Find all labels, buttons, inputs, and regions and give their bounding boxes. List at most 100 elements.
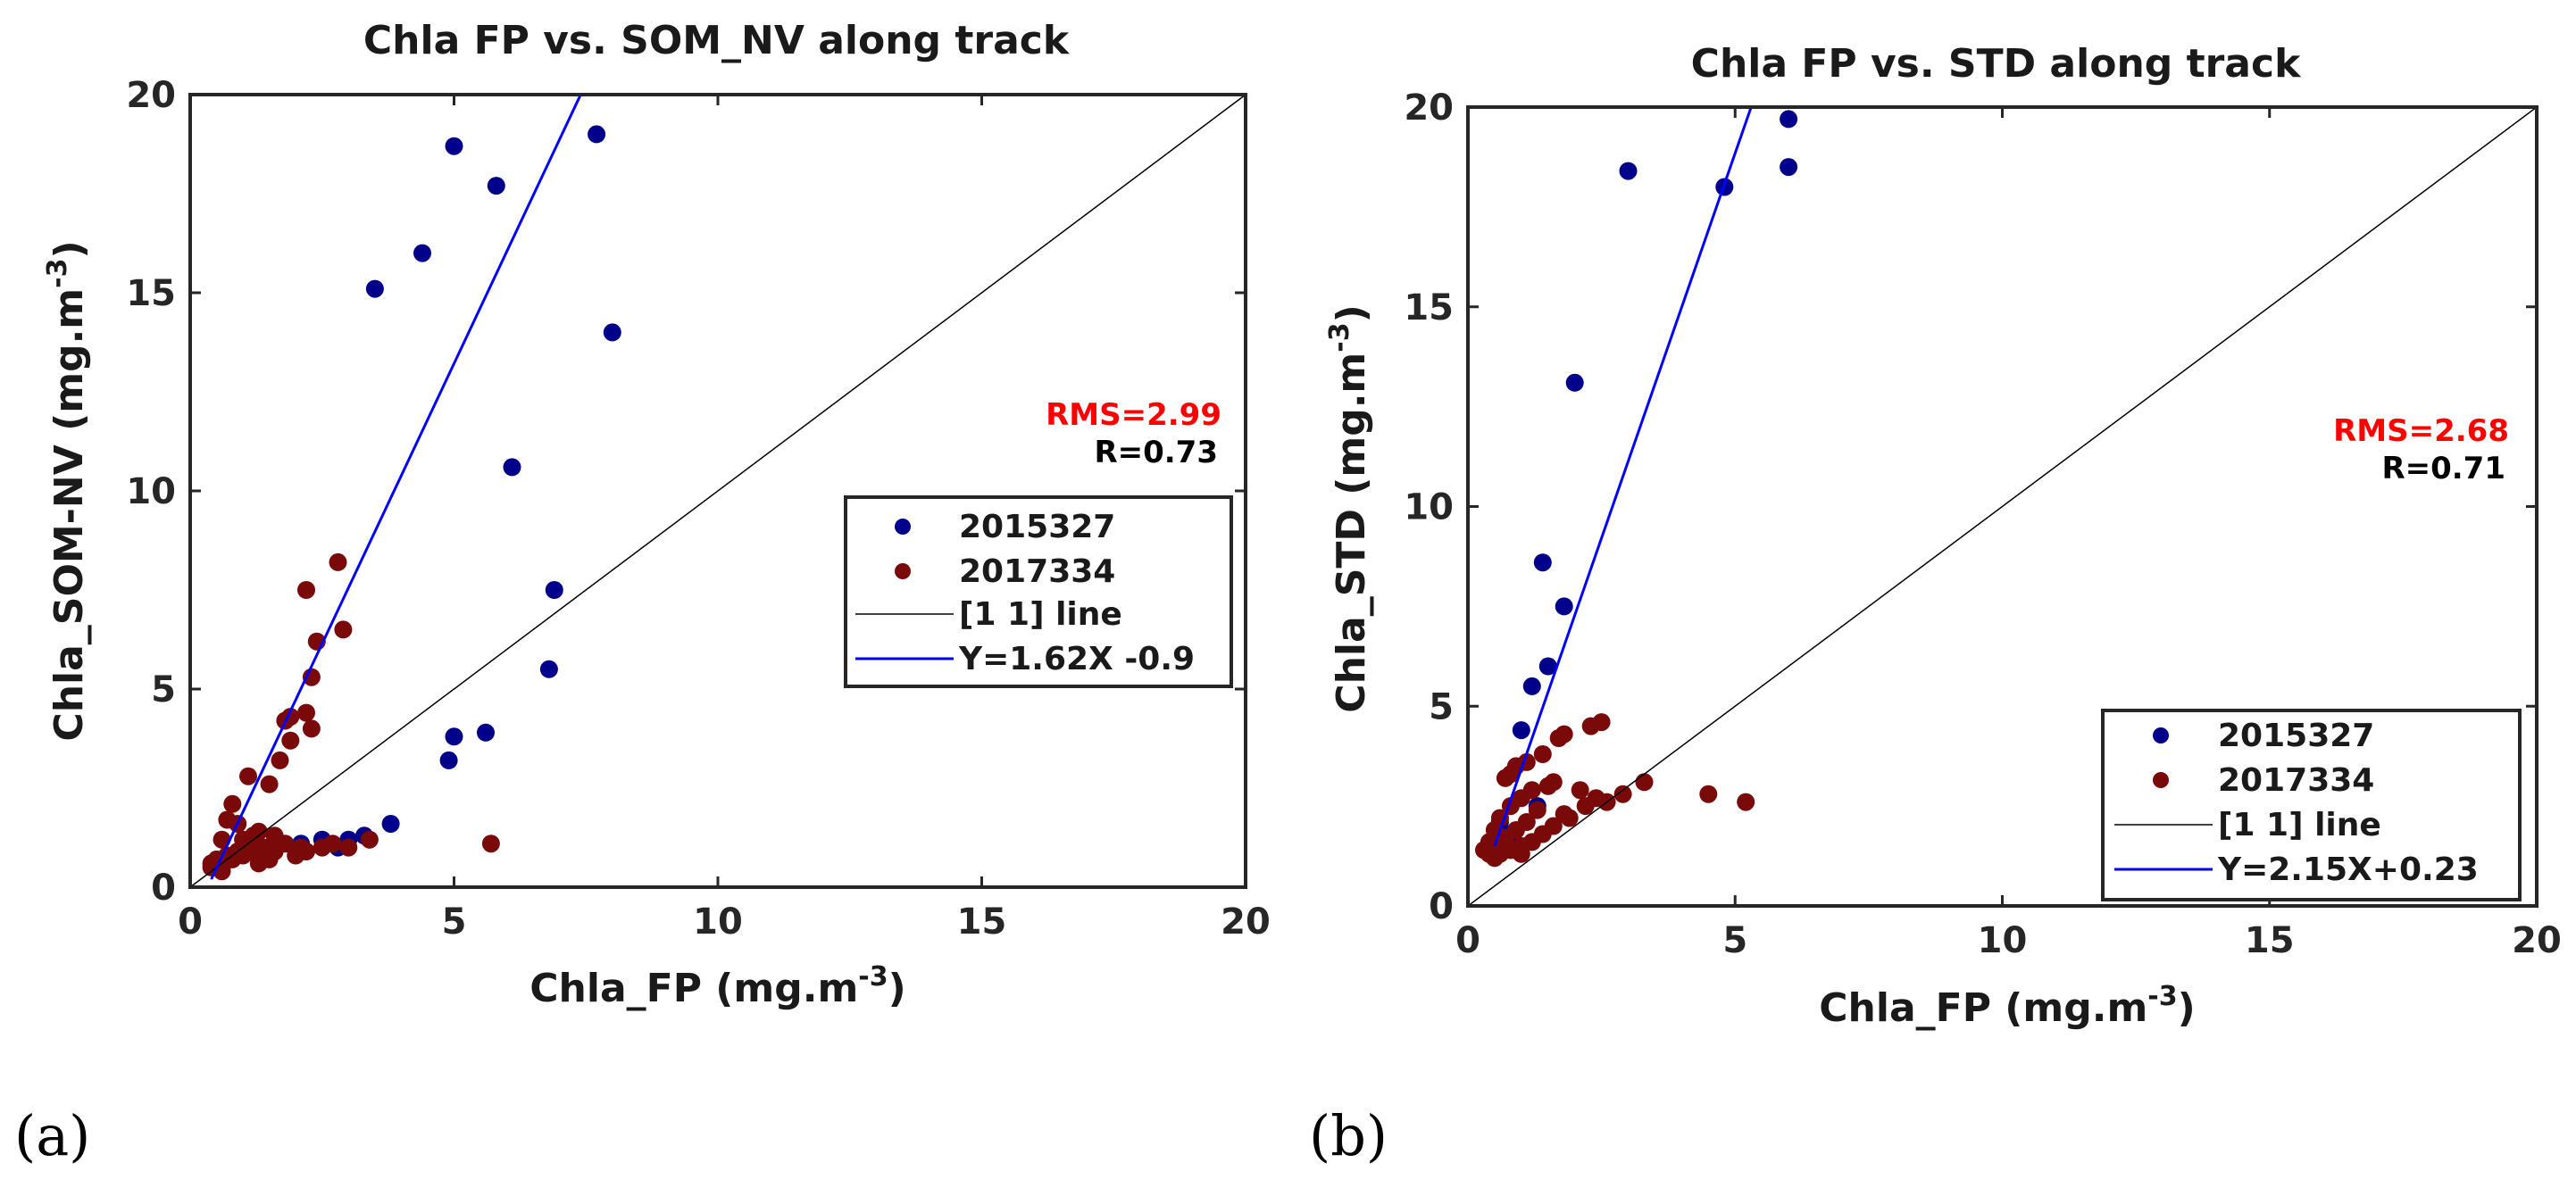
chart-b-y-tick-label-10: 10 (1404, 487, 1454, 528)
chart-a-point-2015327-9 (445, 727, 463, 746)
chart-b-point-2017334-1 (1581, 717, 1600, 735)
chart-b-point-2015327-1 (1780, 158, 1798, 177)
chart-b-point-2017334-4 (1533, 745, 1552, 763)
chart-b-y-axis-label-close: ) (1329, 304, 1374, 322)
chart-b-point-2017334-32 (1528, 801, 1546, 819)
chart-a-x-axis-label-close: ) (888, 966, 906, 1011)
chart-a-y-axis-label-close: ) (46, 240, 92, 258)
chart-b-point-2017334-37 (1571, 781, 1589, 800)
chart-b: Chla FP vs. STD along track 0 5 10 15 20 0 5 10… (1324, 41, 2562, 1031)
chart-b-title: Chla FP vs. STD along track (1691, 41, 2302, 87)
chart-a-fit-line (210, 95, 582, 880)
chart-b-point-2015327-2 (1619, 162, 1638, 180)
chart-a-point-2017334-33 (360, 830, 379, 849)
chart-a-x-tick-label-15: 15 (957, 901, 1007, 943)
chart-b-point-2017334-42 (1512, 844, 1530, 863)
chart-a-y-axis-label-text: Chla_SOM-NV (mg.m (46, 288, 92, 742)
chart-a-point-2015327-6 (503, 458, 521, 477)
chart-a-x-tick-label-10: 10 (693, 901, 743, 943)
chart-a-point-2015327-3 (413, 244, 431, 262)
chart-b-legend-label-2015327: 2015327 (2218, 718, 2374, 754)
chart-a-legend-label-fit: Y=1.62X -0.9 (958, 641, 1195, 677)
chart-a-y-tick-label-10: 10 (126, 471, 176, 512)
chart-b-point-2017334-38 (1587, 789, 1605, 808)
chart-b-point-2015327-9 (1512, 721, 1530, 740)
chart-a-point-2017334-2 (334, 620, 353, 639)
chart-a-point-2015327-12 (381, 815, 400, 833)
chart-a-legend-marker-2015327 (895, 519, 911, 535)
chart-b-x-tick-label-0: 0 (1455, 920, 1480, 961)
chart-b-x-tick-label-20: 20 (2512, 920, 2562, 961)
chart-a-x-tick-label-5: 5 (442, 901, 467, 943)
chart-b-legend-marker-2015327 (2153, 727, 2169, 743)
chart-a-point-2015327-2 (487, 177, 505, 195)
chart-a-point-2017334-38 (292, 838, 311, 857)
chart-a-point-2015327-10 (439, 751, 458, 769)
chart-b-legend-label-2017334: 2017334 (2218, 762, 2374, 799)
chart-a-point-2017334-31 (323, 835, 342, 853)
chart-b-point-2017334-28 (1613, 785, 1632, 803)
chart-b-x-tick-label-5: 5 (1722, 920, 1747, 961)
chart-a-point-2015327-4 (365, 279, 384, 298)
chart-a-point-2017334-11 (239, 767, 257, 785)
chart-b-point-2017334-39 (1555, 805, 1573, 824)
chart-a-x-tick-label-0: 0 (178, 901, 203, 943)
chart-a-point-2017334-42 (260, 850, 279, 868)
chart-a-point-2015327-7 (545, 581, 563, 599)
chart-b-point-2017334-29 (1635, 773, 1654, 792)
chart-b-point-2017334-41 (1490, 841, 1509, 860)
chart-a-legend-label-2015327: 2015327 (959, 509, 1115, 545)
chart-b-point-2017334-3 (1549, 729, 1568, 747)
chart-a-legend-label-2017334: 2017334 (959, 553, 1115, 590)
chart-a-point-2017334-5 (297, 703, 315, 722)
chart-b-point-2015327-8 (1522, 677, 1541, 695)
chart-b-fit-line (1493, 107, 1753, 847)
chart-b-plot-area (1468, 107, 2537, 906)
chart-a-point-2017334-41 (244, 826, 263, 845)
chart-b-point-2015327-7 (1538, 657, 1557, 676)
chart-a-y-tick-label-20: 20 (126, 75, 176, 116)
chart-a-legend: 2015327 2017334 [1 1] line Y=1.62X -0.9 (844, 495, 1233, 688)
chart-a-point-2017334-1 (297, 581, 315, 599)
chart-b-point-2017334-36 (1544, 773, 1563, 792)
chart-b-r: R=0.71 (2381, 451, 2505, 486)
chart-b-y-axis-label-text: Chla_STD (mg.m (1329, 353, 1374, 713)
chart-a-legend-marker-2017334 (895, 563, 911, 579)
chart-a-point-2017334-32 (339, 838, 358, 857)
chart-b-y-tick-label-5: 5 (1429, 686, 1454, 727)
chart-a-point-2015327-1 (588, 125, 606, 144)
chart-b-legend: 2015327 2017334 [1 1] line Y=2.15X+0.23 (2101, 709, 2522, 901)
chart-b-point-2017334-24 (1544, 817, 1563, 835)
chart-b-point-2017334-30 (1699, 785, 1718, 803)
chart-b-legend-label-ref: [1 1] line (2218, 807, 2381, 843)
chart-b-x-axis-label-close: ) (2178, 985, 2196, 1031)
panel-label-a: (a) (14, 1103, 91, 1168)
chart-a-title: Chla FP vs. SOM_NV along track (363, 18, 1071, 63)
chart-b-y-tick-label-15: 15 (1404, 287, 1454, 328)
chart-b-point-2017334-31 (1737, 793, 1755, 811)
chart-b-y-axis-label: Chla_STD (mg.m-3) (1324, 304, 1374, 712)
chart-a-point-2017334-0 (329, 552, 347, 571)
chart-a-y-tick-label-15: 15 (126, 273, 176, 314)
chart-b-legend-marker-2017334 (2153, 772, 2169, 788)
chart-a-x-tick-label-20: 20 (1221, 901, 1271, 943)
chart-b-reference-line (1468, 107, 2537, 906)
chart-b-y-tick-label-20: 20 (1404, 87, 1454, 129)
chart-a-y-tick-label-5: 5 (151, 669, 176, 710)
chart-a-point-2015327-0 (445, 137, 463, 155)
chart-a-plot-area (190, 95, 1246, 887)
chart-a-y-axis-label-sup: -3 (42, 259, 73, 288)
chart-b-point-2015327-6 (1533, 553, 1552, 572)
chart-a-point-2017334-12 (260, 775, 279, 793)
chart-b-x-axis-label: Chla_FP (mg.m-3) (1819, 981, 2195, 1031)
chart-a-rms: RMS=2.99 (1046, 397, 1221, 433)
chart-b-point-2015327-5 (1555, 597, 1573, 616)
chart-b-legend-label-fit: Y=2.15X+0.23 (2217, 851, 2479, 888)
chart-a-y-tick-label-0: 0 (151, 868, 176, 909)
chart-a-point-2017334-9 (281, 731, 300, 750)
chart-a-point-2015327-11 (477, 723, 495, 742)
chart-a-x-axis-label: Chla_FP (mg.m-3) (529, 961, 905, 1011)
chart-b-rms: RMS=2.68 (2333, 413, 2509, 449)
chart-a-point-2017334-37 (265, 826, 284, 845)
